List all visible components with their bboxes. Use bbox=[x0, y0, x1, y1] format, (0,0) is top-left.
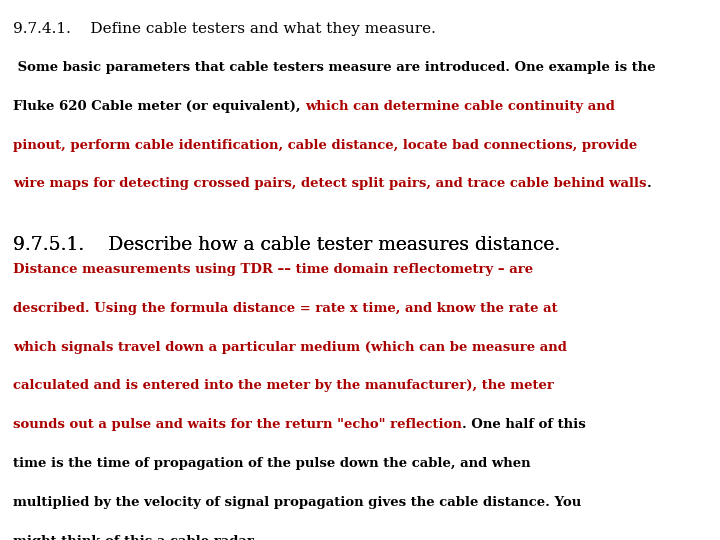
Text: Distance measurements using TDR –– time domain reflectometry – are: Distance measurements using TDR –– time … bbox=[13, 263, 533, 276]
Text: calculated and is entered into the meter by the manufacturer), the meter: calculated and is entered into the meter… bbox=[13, 380, 554, 393]
Text: wire maps for detecting crossed pairs, detect split pairs, and trace cable behin: wire maps for detecting crossed pairs, d… bbox=[13, 178, 647, 191]
Text: described. Using the formula distance = rate x time, and know the rate at: described. Using the formula distance = … bbox=[13, 302, 557, 315]
Text: sounds out a pulse and waits for the return "echo" reflection: sounds out a pulse and waits for the ret… bbox=[13, 418, 462, 431]
Text: . One half of this: . One half of this bbox=[462, 418, 585, 431]
Text: .: . bbox=[647, 178, 651, 191]
Text: 9.7.4.1.    Define cable testers and what they measure.: 9.7.4.1. Define cable testers and what t… bbox=[13, 22, 436, 36]
Text: Some basic parameters that cable testers measure are introduced. One example is : Some basic parameters that cable testers… bbox=[13, 61, 656, 74]
Text: multiplied by the velocity of signal propagation gives the cable distance. You: multiplied by the velocity of signal pro… bbox=[13, 496, 581, 509]
Text: which can determine cable continuity and: which can determine cable continuity and bbox=[305, 100, 615, 113]
Text: Fluke 620 Cable meter (or equivalent),: Fluke 620 Cable meter (or equivalent), bbox=[13, 100, 305, 113]
Text: pinout, perform cable identification, cable distance, locate bad connections, pr: pinout, perform cable identification, ca… bbox=[13, 139, 637, 152]
Text: 9.7.5.1.    Describe how a cable tester measures distance.: 9.7.5.1. Describe how a cable tester mea… bbox=[13, 236, 560, 254]
Text: 9.7.5.1.    Describe how a cable tester measures distance.: 9.7.5.1. Describe how a cable tester mea… bbox=[13, 236, 560, 254]
Text: time is the time of propagation of the pulse down the cable, and when: time is the time of propagation of the p… bbox=[13, 457, 531, 470]
Text: which signals travel down a particular medium (which can be measure and: which signals travel down a particular m… bbox=[13, 341, 567, 354]
Text: might think of this a cable radar.: might think of this a cable radar. bbox=[13, 535, 257, 540]
